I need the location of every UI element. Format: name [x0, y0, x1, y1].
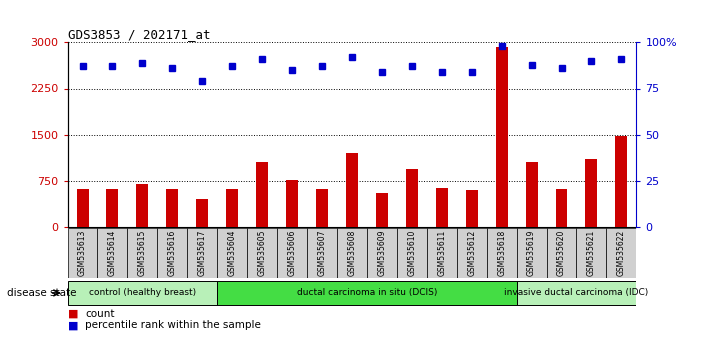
Text: GSM535617: GSM535617	[198, 230, 207, 276]
Text: GSM535605: GSM535605	[257, 230, 267, 276]
Bar	[436, 188, 448, 227]
Text: GSM535613: GSM535613	[78, 230, 87, 276]
Bar	[555, 189, 567, 227]
Bar	[218, 281, 517, 305]
Text: disease state: disease state	[7, 288, 77, 298]
Bar	[376, 193, 388, 227]
Text: GDS3853 / 202171_at: GDS3853 / 202171_at	[68, 28, 210, 41]
Bar	[406, 170, 418, 227]
Text: GSM535619: GSM535619	[527, 230, 536, 276]
Bar	[547, 228, 577, 278]
Bar	[218, 228, 247, 278]
Text: percentile rank within the sample: percentile rank within the sample	[85, 320, 261, 330]
Bar	[226, 189, 238, 227]
Text: GSM535610: GSM535610	[407, 230, 417, 276]
Text: GSM535612: GSM535612	[467, 230, 476, 276]
Text: GSM535616: GSM535616	[168, 230, 177, 276]
Bar	[256, 162, 268, 227]
Bar	[137, 184, 149, 227]
Text: GSM535614: GSM535614	[108, 230, 117, 276]
Bar	[466, 190, 478, 227]
Bar	[616, 136, 627, 227]
Text: GSM535618: GSM535618	[497, 230, 506, 276]
Bar	[286, 180, 298, 227]
Text: control (healthy breast): control (healthy breast)	[89, 289, 196, 297]
Bar	[97, 228, 127, 278]
Bar	[427, 228, 456, 278]
Text: GSM535609: GSM535609	[378, 230, 386, 276]
Text: GSM535615: GSM535615	[138, 230, 147, 276]
Text: GSM535606: GSM535606	[287, 230, 296, 276]
Bar	[196, 199, 208, 227]
Text: GSM535611: GSM535611	[437, 230, 447, 276]
Bar	[397, 228, 427, 278]
Text: GSM535604: GSM535604	[228, 230, 237, 276]
Bar	[606, 228, 636, 278]
Text: ductal carcinoma in situ (DCIS): ductal carcinoma in situ (DCIS)	[296, 289, 437, 297]
Bar	[277, 228, 307, 278]
Bar	[307, 228, 337, 278]
Bar	[525, 162, 538, 227]
Bar	[68, 281, 218, 305]
Bar	[585, 159, 597, 227]
Bar	[316, 189, 328, 227]
Bar	[77, 189, 88, 227]
Bar	[496, 47, 508, 227]
Bar	[577, 228, 606, 278]
Bar	[517, 228, 547, 278]
Bar	[166, 189, 178, 227]
Bar	[68, 228, 97, 278]
Bar	[456, 228, 486, 278]
Bar	[517, 281, 636, 305]
Text: ■: ■	[68, 309, 78, 319]
Bar	[127, 228, 157, 278]
Text: ■: ■	[68, 320, 78, 330]
Text: GSM535622: GSM535622	[617, 230, 626, 276]
Text: GSM535607: GSM535607	[318, 230, 326, 276]
Text: GSM535621: GSM535621	[587, 230, 596, 276]
Bar	[247, 228, 277, 278]
Bar	[107, 189, 119, 227]
Text: GSM535608: GSM535608	[348, 230, 356, 276]
Bar	[346, 153, 358, 227]
Bar	[337, 228, 367, 278]
Text: GSM535620: GSM535620	[557, 230, 566, 276]
Bar	[486, 228, 517, 278]
Bar	[367, 228, 397, 278]
Bar	[157, 228, 187, 278]
Text: count: count	[85, 309, 114, 319]
Text: invasive ductal carcinoma (IDC): invasive ductal carcinoma (IDC)	[504, 289, 648, 297]
Bar	[187, 228, 218, 278]
